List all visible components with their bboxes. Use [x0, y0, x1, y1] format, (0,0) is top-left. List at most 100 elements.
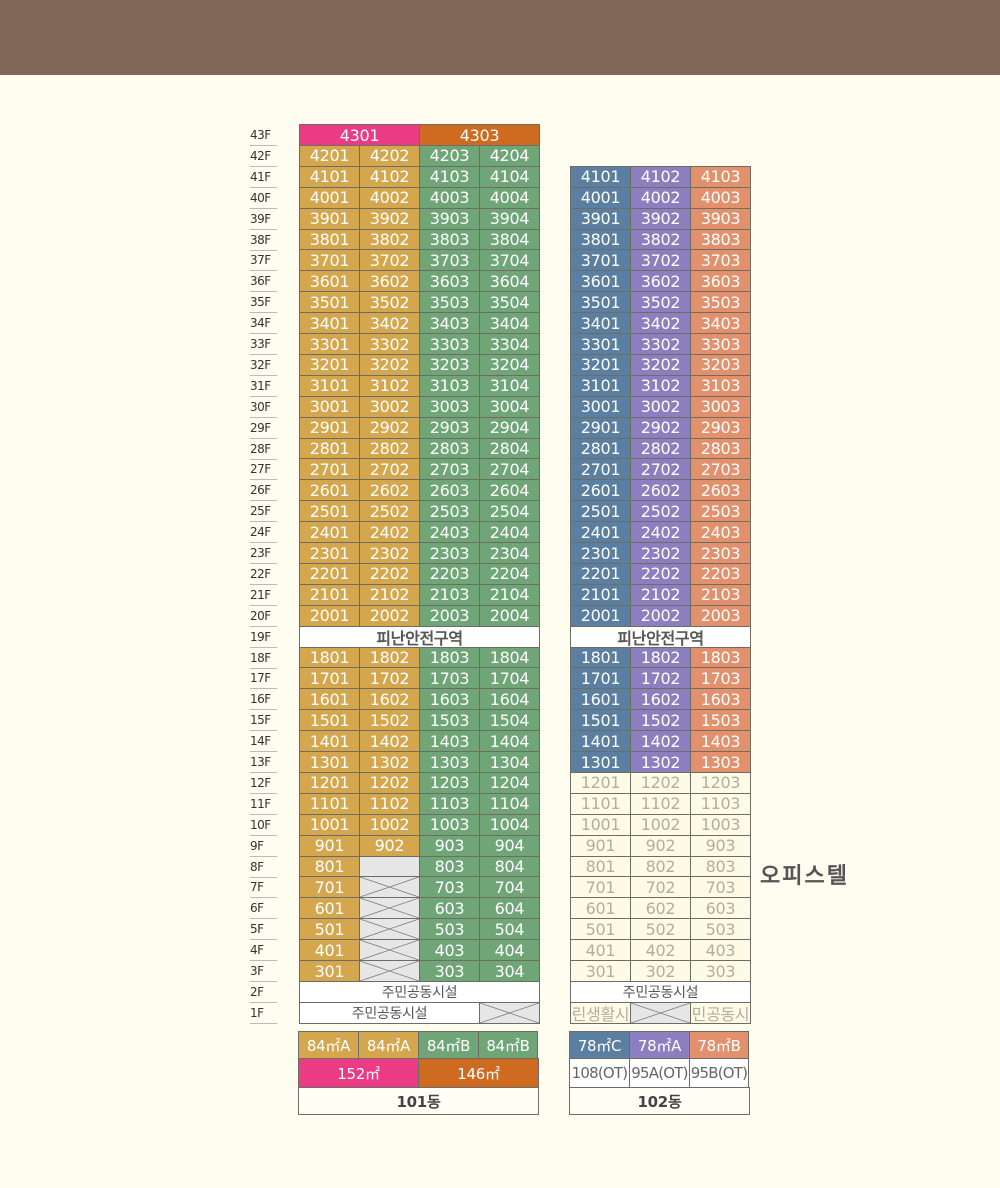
floor-label: 38F: [250, 230, 277, 251]
floor-label: 37F: [250, 250, 277, 272]
unit-cell: 3403: [419, 312, 480, 335]
unit-cell: 2102: [359, 583, 420, 606]
unit-cell: 3203: [419, 353, 480, 376]
unit-cell: 3003: [419, 395, 480, 418]
unit-cell: 1103: [419, 792, 480, 815]
floor-label: 28F: [250, 439, 277, 460]
floor-label: 13F: [250, 752, 277, 773]
floor-row: 501 503 504: [299, 918, 540, 941]
unit-cell: 4002: [359, 186, 420, 209]
refuge-area-cell: 피난안전구역: [570, 625, 751, 648]
floor-row: 3801 3802 3803: [570, 228, 751, 251]
unit-cell: 303: [690, 960, 751, 982]
floor-label: 24F: [250, 522, 277, 544]
unit-cell: 3802: [630, 228, 691, 251]
floor-row: 601 603 604: [299, 897, 540, 920]
unit-cell: 3001: [299, 395, 360, 418]
empty-cell: [359, 855, 420, 878]
unit-cell: 2101: [570, 583, 631, 606]
size-label: 146㎡: [418, 1058, 539, 1088]
unit-cell: 902: [359, 834, 420, 857]
unit-cell: 803: [419, 855, 480, 878]
unit-cell: 3903: [419, 207, 480, 230]
unit-cell: 3401: [570, 312, 631, 335]
unit-cell: 2302: [359, 542, 420, 564]
unit-cell: 3801: [570, 228, 631, 251]
floor-row: 3801 3802 3803 3804: [299, 228, 540, 251]
floor-row: 2501 2502 2503 2504: [299, 500, 540, 523]
unit-cell: 2701: [570, 458, 631, 481]
floor-label: 20F: [250, 606, 277, 627]
unit-cell: 2503: [419, 500, 480, 523]
unit-cell: 2403: [419, 521, 480, 544]
unit-cell: 803: [690, 855, 751, 878]
unit-cell: 2602: [630, 479, 691, 502]
unit-cell: 3702: [630, 249, 691, 272]
unit-cell: 901: [570, 834, 631, 857]
unit-cell: 2604: [479, 479, 540, 502]
unit-cell: 2403: [690, 521, 751, 544]
unit-cell: 1502: [359, 709, 420, 732]
floor-row: 3301 3302 3303: [570, 333, 751, 355]
floor-label: 42F: [250, 146, 277, 167]
floor-row: 1701 1702 1703 1704: [299, 667, 540, 690]
floor-row: 2801 2802 2803 2804: [299, 437, 540, 460]
floor-row: 2101 2102 2103 2104: [299, 583, 540, 606]
unit-cell: 1403: [419, 730, 480, 753]
unavailable-cell: [359, 897, 420, 920]
unit-cell: 2601: [299, 479, 360, 502]
unit-cell: 2302: [630, 542, 691, 564]
unit-cell: 1801: [299, 646, 360, 669]
floor-row: 501 502 503: [570, 918, 751, 941]
unit-cell: 2801: [299, 437, 360, 460]
floor-row: 2201 2202 2203 2204: [299, 562, 540, 585]
unit-cell: 1403: [690, 730, 751, 753]
unit-cell: 3301: [299, 333, 360, 355]
unit-cell: 2601: [570, 479, 631, 502]
unit-cell: 1304: [479, 751, 540, 773]
floor-row: 1101 1102 1103: [570, 792, 751, 815]
unit-cell: 2103: [419, 583, 480, 606]
floor-row: 1801 1802 1803: [570, 646, 751, 669]
crossed-out-icon: [480, 1002, 539, 1023]
floor-label: 34F: [250, 313, 277, 335]
top-header-bar: [0, 0, 1000, 75]
floor-row: 3001 3002 3003 3004: [299, 395, 540, 418]
unit-cell: 2904: [479, 416, 540, 439]
b101-type-row: 84㎡A 84㎡A 84㎡B 84㎡B: [298, 1031, 539, 1059]
unit-cell: 303: [419, 960, 480, 982]
unit-cell: 703: [419, 876, 480, 899]
unit-cell: 2503: [690, 500, 751, 523]
floor-row: 601 602 603: [570, 897, 751, 920]
unit-cell: 2703: [419, 458, 480, 481]
floor-row: 1601 1602 1603 1604: [299, 688, 540, 711]
unit-cell: 401: [570, 939, 631, 962]
unit-cell: 2402: [359, 521, 420, 544]
unit-cell: 2001: [299, 604, 360, 627]
type-label: 84㎡A: [358, 1031, 419, 1059]
unit-cell: 4104: [479, 165, 540, 188]
b101-size-row: 152㎡ 146㎡: [298, 1058, 539, 1088]
ot-label: 95A(OT): [629, 1058, 690, 1088]
floor-row: 2601 2602 2603 2604: [299, 479, 540, 502]
unit-cell: 3001: [570, 395, 631, 418]
unit-cell: 3401: [299, 312, 360, 335]
floor-label: 26F: [250, 480, 277, 502]
unit-cell: 3803: [690, 228, 751, 251]
unit-cell: 3902: [359, 207, 420, 230]
unit-cell: 1603: [690, 688, 751, 711]
floor-row: 4301 4303: [299, 124, 540, 146]
unit-cell: 2204: [479, 562, 540, 585]
type-label: 84㎡A: [298, 1031, 359, 1059]
floor-row: 1601 1602 1603: [570, 688, 751, 711]
unit-cell: 2301: [570, 542, 631, 564]
floor-row: 주민공동시설: [299, 1001, 540, 1024]
floor-row: 801 802 803: [570, 855, 751, 878]
unit-cell: 1501: [570, 709, 631, 732]
floor-row: 1101 1102 1103 1104: [299, 792, 540, 815]
floor-row: 2401 2402 2403: [570, 521, 751, 544]
floor-row: 401 402 403: [570, 939, 751, 962]
unit-cell: 701: [299, 876, 360, 899]
unit-cell: 3602: [630, 270, 691, 293]
